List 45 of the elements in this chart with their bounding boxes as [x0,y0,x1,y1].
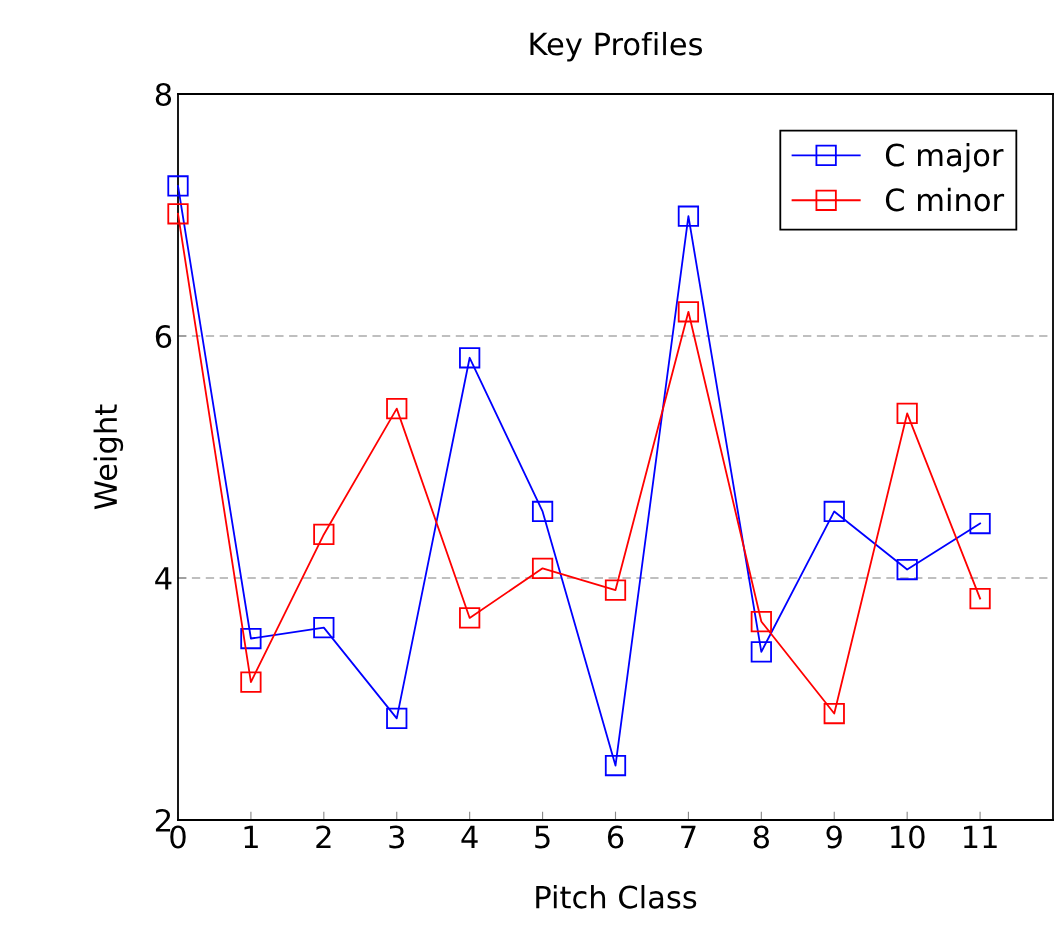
point [896,402,918,425]
point [531,500,554,523]
point [677,205,700,227]
legend-label: C major [885,142,1004,173]
y-tick-label: 2 [155,808,171,832]
x-tick-label: 2 [316,825,331,849]
chart-title: Key Profiles [530,31,703,62]
point [313,523,335,546]
point [386,707,408,729]
y-tick-label: 6 [155,324,172,349]
x-tick-label: 9 [826,825,842,849]
point [459,347,481,369]
y-tick-label: 8 [155,82,172,107]
x-tick-label: 3 [389,825,405,849]
x-tick-label: 7 [681,825,696,849]
point [823,500,845,523]
point [240,671,262,693]
point [969,587,991,610]
y-tick-label: 4 [155,567,172,590]
x-axis-title: Pitch Class [536,884,697,909]
point [459,607,481,629]
x-tick-label: 4 [461,825,478,849]
point [167,203,189,225]
y-axis-title: Weight [93,404,124,510]
x-tick-label: 5 [535,825,550,849]
point [750,641,772,663]
point [677,301,700,323]
point [604,579,627,601]
point [604,754,627,777]
legend-label: C minor [885,187,1005,212]
x-tick-label: 10 [891,825,925,849]
point [167,175,189,197]
point [823,702,845,725]
x-tick-label: 6 [607,825,624,849]
point [750,610,772,633]
x-tick-label: 1 [244,825,258,849]
point [896,558,918,581]
point [240,627,262,650]
point [386,397,408,420]
x-tick-label: 8 [753,825,769,849]
x-tick-label: 0 [170,825,186,849]
point [313,616,335,639]
x-tick-label: 11 [964,825,997,849]
point [531,557,554,579]
point [969,512,991,535]
